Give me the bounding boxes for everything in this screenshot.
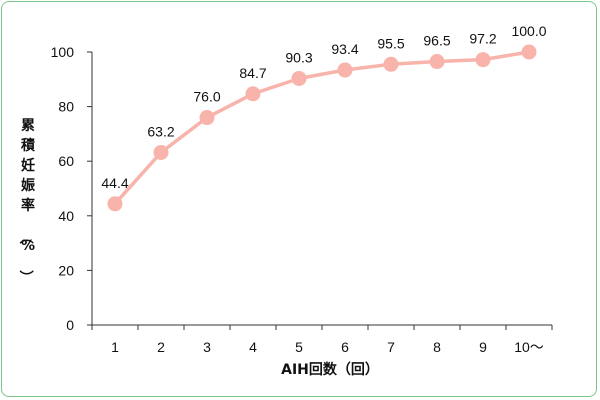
data-point bbox=[245, 86, 261, 102]
data-point bbox=[475, 52, 491, 68]
y-axis-title: 累積妊娠率（%） bbox=[17, 118, 36, 284]
data-point bbox=[107, 196, 123, 212]
data-label: 76.0 bbox=[193, 89, 220, 105]
x-tick-label: 7 bbox=[387, 339, 395, 355]
data-point bbox=[199, 110, 215, 126]
data-label: 93.4 bbox=[331, 41, 358, 57]
data-label: 97.2 bbox=[469, 31, 496, 47]
data-labels: 44.4 63.2 76.0 84.7 90.3 93.4 95.5 96.5 97.2 100.… bbox=[101, 23, 546, 191]
data-point bbox=[291, 70, 307, 86]
y-tick-label: 80 bbox=[58, 99, 74, 115]
data-label: 95.5 bbox=[377, 35, 404, 51]
data-point bbox=[429, 54, 445, 70]
y-tick-label: 60 bbox=[58, 153, 74, 169]
data-label: 84.7 bbox=[239, 65, 266, 81]
x-tick-label: 3 bbox=[203, 339, 211, 355]
data-point bbox=[383, 56, 399, 72]
data-point bbox=[153, 144, 169, 160]
x-tick-label: 9 bbox=[479, 339, 487, 355]
x-tick-label: 1 bbox=[111, 339, 119, 355]
data-label: 90.3 bbox=[285, 49, 312, 65]
data-point bbox=[521, 44, 537, 60]
data-label: 100.0 bbox=[511, 23, 546, 39]
x-tick-label: 4 bbox=[249, 339, 257, 355]
data-point bbox=[337, 62, 353, 78]
data-label: 96.5 bbox=[423, 33, 450, 49]
data-label: 63.2 bbox=[147, 123, 174, 139]
x-tick-label: 6 bbox=[341, 339, 349, 355]
x-tick-label: 8 bbox=[433, 339, 441, 355]
y-tick-label: 100 bbox=[51, 44, 75, 60]
y-tick-label: 0 bbox=[66, 317, 74, 333]
y-tick-label: 40 bbox=[58, 208, 74, 224]
y-axis: 0 20 40 60 80 100 bbox=[51, 44, 93, 333]
x-tick-label: 2 bbox=[157, 339, 165, 355]
data-label: 44.4 bbox=[101, 175, 128, 191]
x-axis: 1 2 3 4 5 6 7 8 9 10〜 bbox=[91, 324, 553, 355]
x-axis-title: AIH回数（回） bbox=[281, 361, 379, 378]
x-tick-label: 10〜 bbox=[514, 339, 544, 355]
y-tick-label: 20 bbox=[58, 262, 74, 278]
series-line bbox=[113, 50, 530, 205]
series bbox=[107, 44, 537, 212]
x-tick-label: 5 bbox=[295, 339, 303, 355]
